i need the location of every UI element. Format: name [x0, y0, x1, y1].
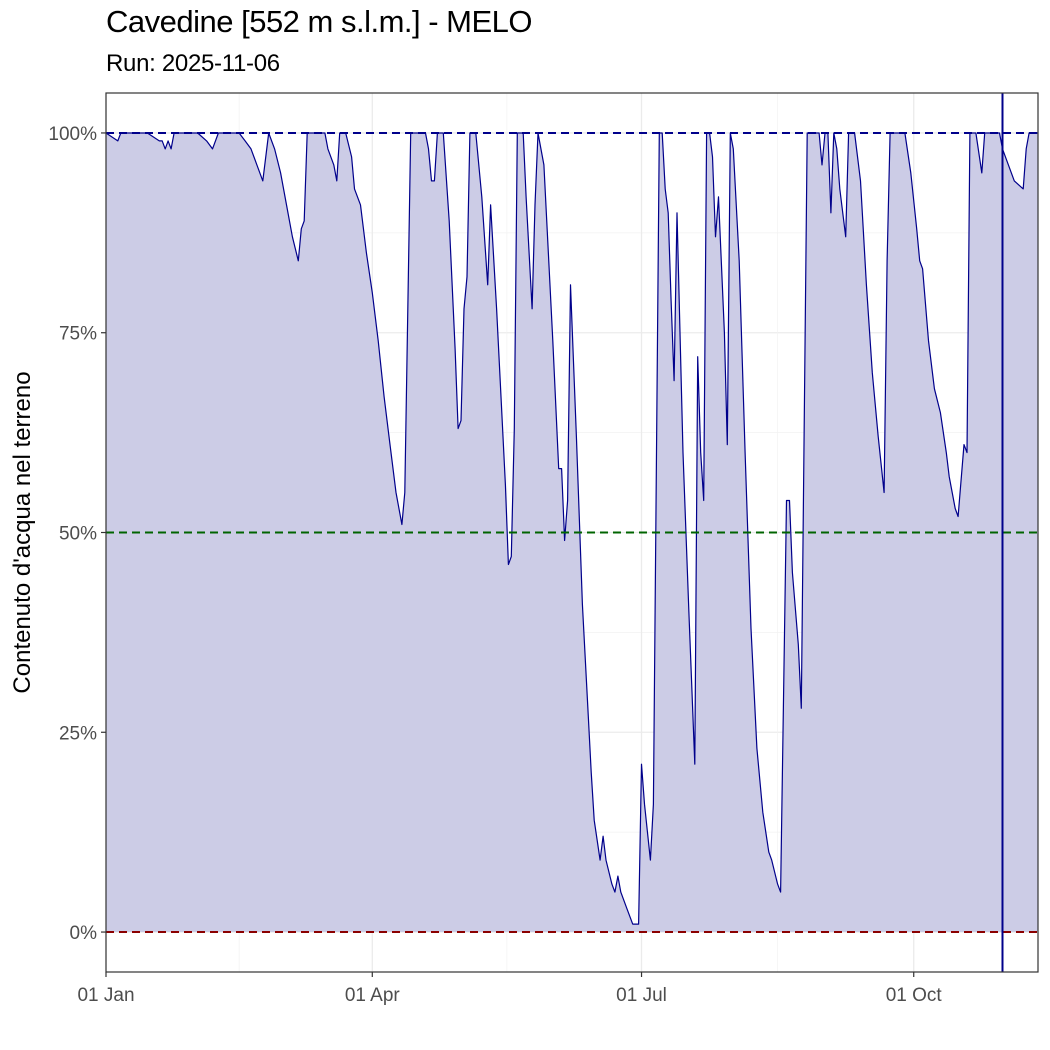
- y-axis-title: Contenuto d'acqua nel terreno: [9, 371, 36, 693]
- y-tick-label: 75%: [59, 324, 97, 345]
- x-tick-label: 01 Oct: [886, 985, 943, 1006]
- y-tick-label: 25%: [59, 723, 97, 744]
- soil-water-area: [106, 133, 1038, 932]
- chart-title: Cavedine [552 m s.l.m.] - MELO: [106, 4, 533, 39]
- data-area-layer: [105, 132, 1038, 932]
- y-tick-label: 100%: [48, 124, 97, 145]
- x-tick-label: 01 Jan: [77, 985, 134, 1006]
- x-tick-label: 01 Jul: [616, 985, 667, 1006]
- chart-subtitle: Run: 2025-11-06: [106, 50, 280, 77]
- x-tick-label: 01 Apr: [345, 985, 401, 1006]
- y-tick-label: 0%: [70, 923, 98, 944]
- soil-water-line: [105, 132, 1038, 925]
- axis-ticks: 0% 25% 50% 75% 100% 01 Jan 01 Apr 01 Jul 01 Oct: [48, 124, 942, 1006]
- y-tick-label: 50%: [59, 524, 97, 545]
